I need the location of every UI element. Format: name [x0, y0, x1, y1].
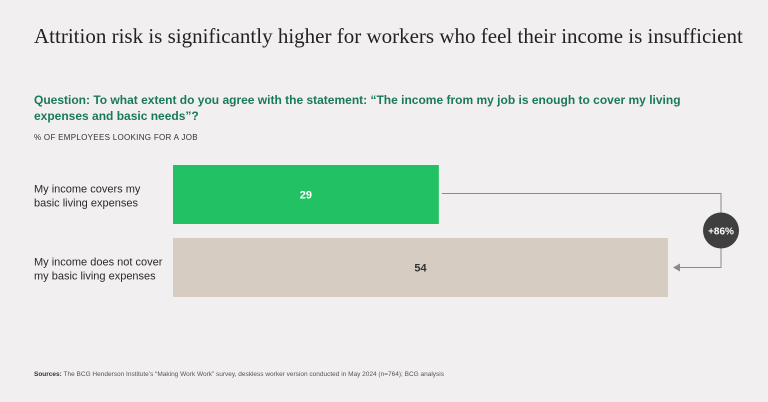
bar-1	[173, 165, 439, 224]
sources-label: Sources:	[34, 371, 62, 378]
category-label-2-line-2: my basic living expenses	[34, 271, 156, 283]
bar-value-label-1: 29	[300, 190, 312, 202]
difference-badge-label: +86%	[708, 227, 734, 238]
chart-title: Attrition risk is significantly higher f…	[34, 24, 743, 48]
sources-text: The BCG Henderson Institute’s “Making Wo…	[63, 371, 445, 378]
category-label-1-line-2: basic living expenses	[34, 198, 138, 210]
survey-question: Question: To what extent do you agree wi…	[34, 93, 681, 123]
category-label-2-line-1: My income does not cover	[34, 257, 163, 269]
measure-label: % OF EMPLOYEES LOOKING FOR A JOB	[34, 133, 198, 142]
connector-arrowhead	[673, 263, 680, 272]
category-label-1-line-1: My income covers my	[34, 184, 141, 196]
sources-note: Sources: The BCG Henderson Institute’s “…	[34, 371, 754, 378]
bar-2	[173, 238, 668, 297]
difference-badge	[703, 212, 739, 249]
bar-value-label-2: 54	[414, 263, 427, 275]
